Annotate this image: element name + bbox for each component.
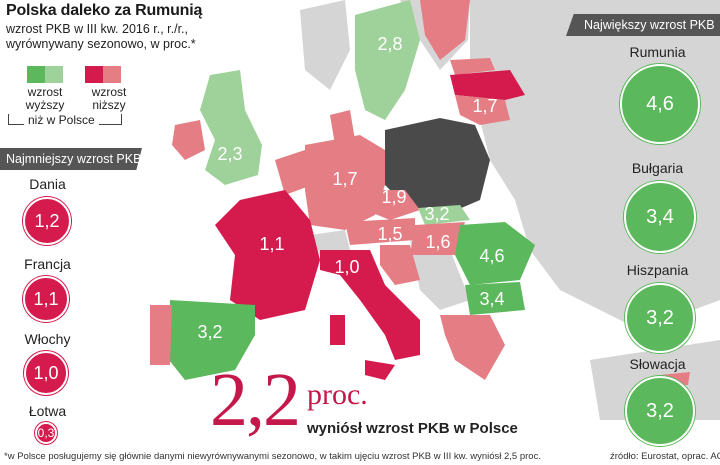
country-spain: [165, 300, 255, 380]
poland-unit: proc.: [307, 378, 368, 411]
smallest-value-bubble: 0,3: [35, 422, 57, 444]
country-czechia: [370, 190, 420, 220]
legend-swatch-higher-dark: [27, 66, 45, 83]
largest-value-bubble: 3,4: [624, 181, 696, 253]
legend-swatch-higher-light: [45, 66, 63, 83]
map-label-france: 1,1: [259, 234, 284, 254]
switzerland: [310, 230, 350, 255]
country-denmark: [330, 110, 355, 145]
map-label-spain: 3,2: [197, 322, 222, 342]
page-subtitle: wzrost PKB w III kw. 2016 r., r./r., wyr…: [6, 22, 196, 51]
country-finland: [420, 0, 470, 60]
map-label-austria: 1,5: [377, 224, 402, 244]
largest-country-label: Hiszpania: [626, 262, 689, 278]
smallest-country-label: Dania: [29, 176, 66, 192]
largest-value-bubble: 4,6: [620, 64, 700, 144]
smallest-country-label: Włochy: [24, 331, 71, 347]
largest-country-label: Słowacja: [629, 356, 686, 372]
smallest-value-bubble: 1,0: [24, 351, 68, 395]
map-label-italy: 1,0: [334, 257, 359, 277]
norway: [300, 0, 350, 90]
country-poland: [385, 118, 490, 215]
map-label-germany: 1,7: [332, 169, 357, 189]
map-label-hungary: 1,6: [425, 232, 450, 252]
country-latvia: [450, 70, 525, 100]
country-portugal: [150, 305, 172, 365]
country-greece: [440, 315, 505, 380]
legend-swatch-lower-light: [103, 66, 121, 83]
map-label-slovakia: 3,2: [424, 204, 449, 224]
legend-swatch-lower-dark: [85, 66, 103, 83]
largest-value-bubble: 3,2: [625, 376, 695, 446]
country-france: [215, 190, 320, 320]
source: źródło: Eurostat, oprac. ACW: [610, 451, 720, 462]
legend-caption: niż w Polsce: [24, 113, 99, 127]
country-uk: [200, 70, 262, 185]
country-slovakia: [418, 205, 470, 225]
country-benelux: [275, 150, 312, 195]
poland-value: 2,2: [210, 358, 301, 442]
balkans-non-eu: [410, 240, 470, 310]
country-austria: [345, 218, 415, 245]
map-label-lithuania: 1,7: [472, 96, 497, 116]
smallest-value-bubble: 1,1: [23, 276, 69, 322]
smallest-value-bubble: 1,2: [23, 197, 71, 245]
page-title: Polska daleko za Rumunią: [6, 2, 203, 19]
map-label-romania: 4,6: [479, 246, 504, 266]
largest-value-bubble: 3,2: [625, 283, 695, 353]
map-label-sweden: 2,8: [377, 34, 402, 54]
country-croatia: [380, 245, 420, 285]
country-bulgaria: [465, 282, 525, 315]
country-germany: [305, 135, 385, 230]
footnote: *w Polsce posługujemy się głównie danymi…: [4, 451, 541, 462]
largest-heading: Największy wzrost PKB: [566, 14, 720, 36]
country-hungary: [410, 222, 465, 255]
smallest-country-label: Łotwa: [28, 403, 67, 419]
map-label-bulgaria: 3,4: [479, 289, 504, 309]
largest-country-label: Bułgaria: [631, 160, 684, 176]
largest-country-label: Rumunia: [629, 44, 686, 60]
country-estonia: [450, 58, 495, 75]
country-sicily: [365, 360, 395, 380]
legend-lower-label: wzrost niższy: [91, 85, 127, 112]
country-sardinia: [330, 315, 345, 345]
country-italy: [320, 250, 420, 360]
country-sweden: [355, 0, 420, 120]
map-label-czechia: 1,9: [381, 187, 406, 207]
country-romania: [455, 222, 535, 285]
legend-higher-label: wzrost wyższy: [25, 85, 65, 112]
smallest-country-label: Francja: [24, 256, 71, 272]
map-label-uk: 2,3: [217, 144, 242, 164]
poland-description: wyniósł wzrost PKB w Polsce: [307, 420, 518, 437]
country-ireland: [172, 120, 205, 160]
smallest-heading: Najmniejszy wzrost PKB: [0, 148, 142, 170]
country-lithuania: [455, 95, 510, 125]
